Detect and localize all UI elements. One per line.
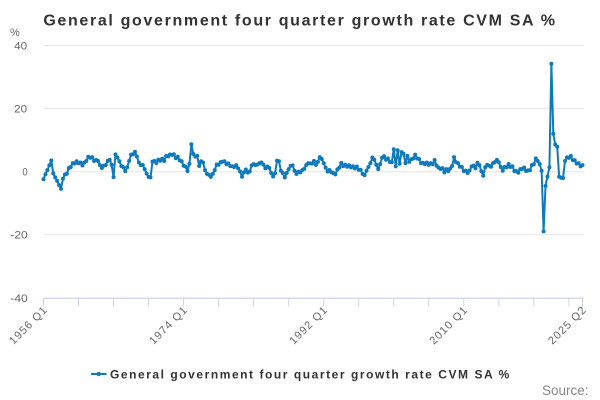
- svg-text:Source:: Source:: [542, 383, 589, 398]
- svg-text:-20: -20: [10, 230, 28, 242]
- svg-text:-40: -40: [10, 293, 28, 305]
- svg-text:40: 40: [14, 40, 27, 52]
- svg-text:20: 20: [14, 104, 27, 116]
- svg-text:General government four quarte: General government four quarter growth r…: [43, 13, 556, 30]
- svg-text:0: 0: [22, 167, 27, 179]
- svg-text:General government four quarte: General government four quarter growth r…: [110, 368, 511, 382]
- svg-text:%: %: [10, 27, 20, 39]
